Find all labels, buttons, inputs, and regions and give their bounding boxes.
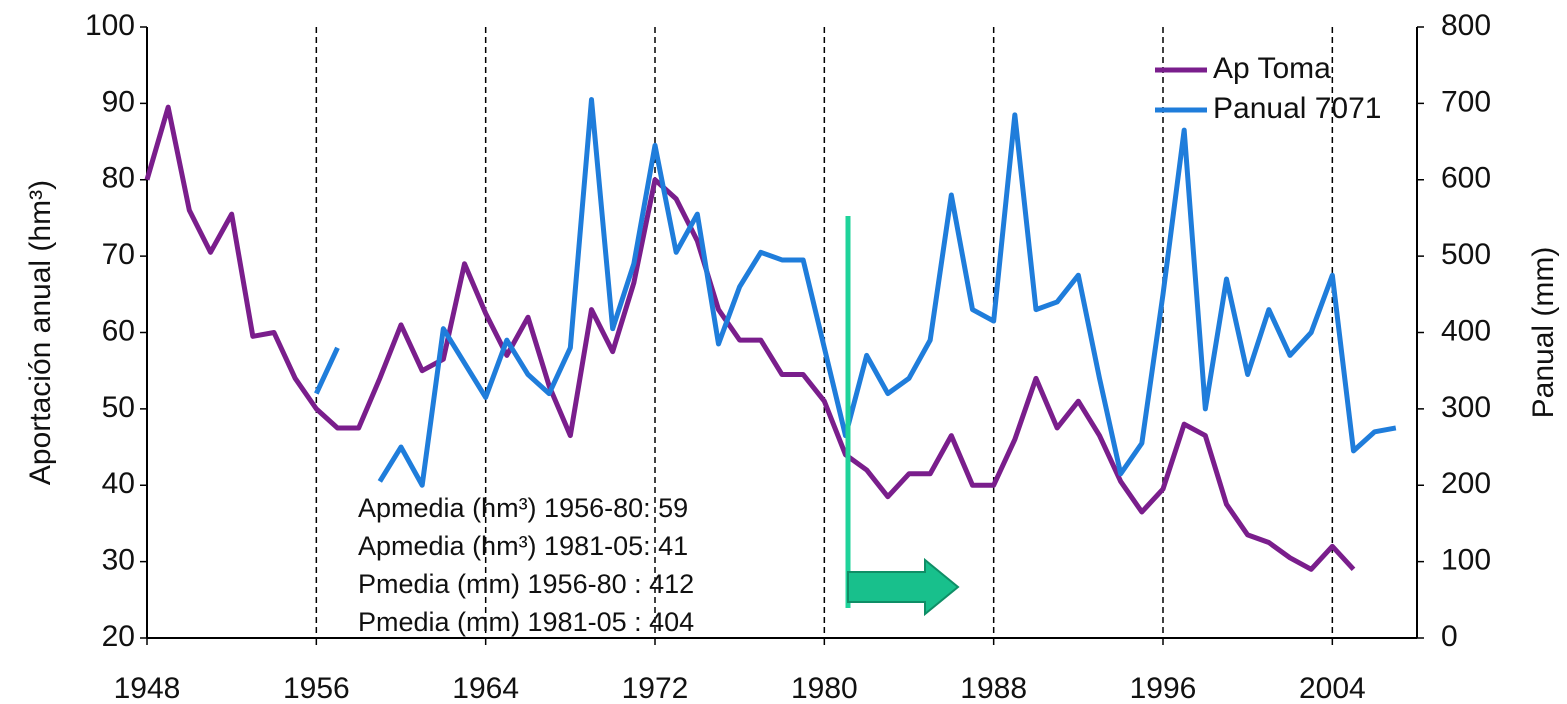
x-tick-label: 1988 xyxy=(960,672,1027,704)
x-tick-label: 1980 xyxy=(791,672,858,704)
y2-axis-title: Panual (mm) xyxy=(1527,247,1560,419)
y2-tick-label: 100 xyxy=(1441,544,1491,577)
x-tick-label: 1948 xyxy=(114,672,181,704)
y-tick-label: 70 xyxy=(102,238,135,271)
series-line xyxy=(144,104,1356,572)
y-tick-label: 80 xyxy=(102,162,135,195)
y-tick-label: 50 xyxy=(102,391,135,424)
legend-label: Panual 7071 xyxy=(1213,92,1382,125)
trend-arrow xyxy=(847,557,960,617)
y2-tick-label: 500 xyxy=(1441,238,1491,271)
y-tick-label: 60 xyxy=(102,314,135,347)
annotation: Pmedia (mm) 1956-80 : 412 xyxy=(358,569,694,599)
y2-tick-label: 600 xyxy=(1441,162,1491,195)
x-tick-label: 2004 xyxy=(1299,672,1366,704)
annotation: Apmedia (hm³) 1956-80: 59 xyxy=(358,493,688,523)
x-tick-label: 1996 xyxy=(1130,672,1197,704)
y-tick-label: 90 xyxy=(102,85,135,118)
y-axis-title: Aportación anual (hm³) xyxy=(24,180,57,485)
y-tick-label: 20 xyxy=(102,620,135,653)
y2-tick-label: 0 xyxy=(1441,620,1458,653)
x-tick-label: 1972 xyxy=(622,672,689,704)
y2-tick-label: 700 xyxy=(1441,85,1491,118)
legend-label: Ap Toma xyxy=(1213,52,1331,85)
y2-tick-label: 200 xyxy=(1441,467,1491,500)
y-tick-label: 40 xyxy=(102,467,135,500)
y2-tick-label: 800 xyxy=(1441,9,1491,42)
y-tick-label: 30 xyxy=(102,544,135,577)
y2-tick-label: 400 xyxy=(1441,314,1491,347)
x-tick-label: 1964 xyxy=(452,672,519,704)
annotation: Apmedia (hm³) 1981-05: 41 xyxy=(358,531,688,561)
x-tick-label: 1956 xyxy=(283,672,350,704)
series-line xyxy=(314,97,1397,488)
annotation: Pmedia (mm) 1981-05 : 404 xyxy=(358,607,694,637)
y2-tick-label: 300 xyxy=(1441,391,1491,424)
y-tick-label: 100 xyxy=(85,9,135,42)
